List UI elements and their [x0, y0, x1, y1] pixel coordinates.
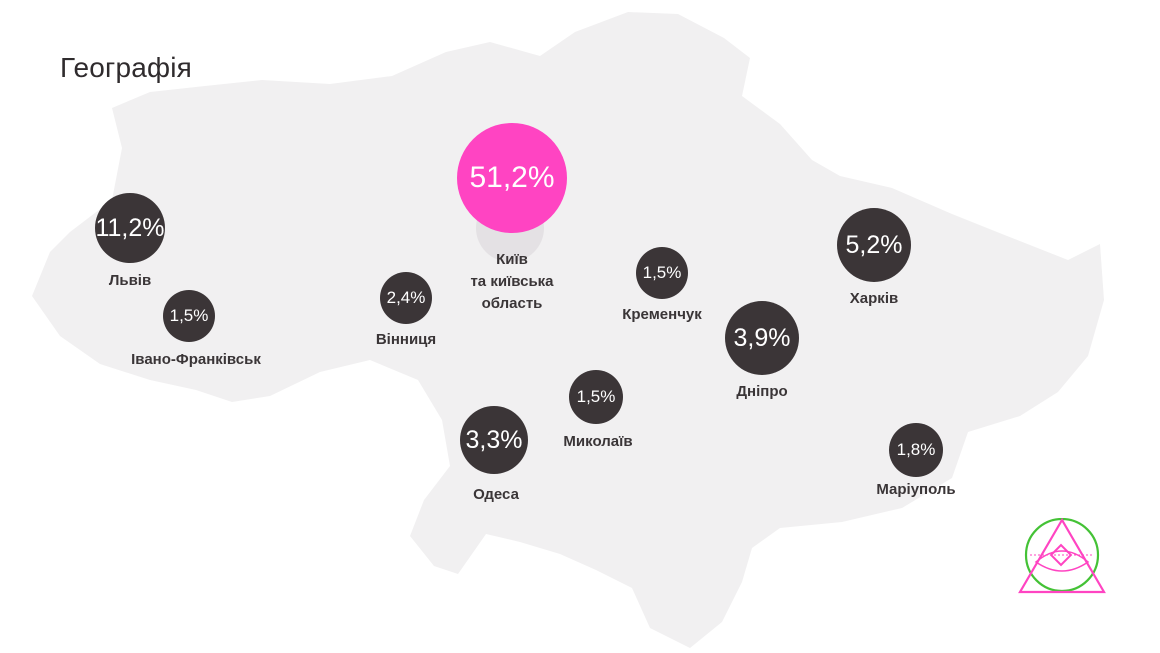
region-label-kharkiv: Харків [850, 288, 898, 310]
region-label-line: Маріуполь [876, 481, 956, 498]
region-label-line: Харків [849, 290, 899, 307]
region-bubble-lviv: 11,2% [95, 193, 165, 263]
region-bubble-dnipro: 3,9% [725, 301, 799, 375]
region-bubble-mariupol: 1,8% [889, 423, 943, 477]
region-label-line: Кременчук [622, 306, 702, 323]
region-label-line: Вінниця [375, 331, 437, 348]
region-label-lviv: Львів [109, 270, 151, 292]
region-label-dnipro: Дніпро [736, 381, 787, 403]
region-label-line: Київ [496, 251, 528, 268]
region-bubble-vinnytsia: 2,4% [380, 272, 432, 324]
region-label-line: та київська [470, 273, 554, 290]
region-label-mariupol: Маріуполь [876, 479, 955, 501]
region-label-kyiv: Київ та київська область [470, 249, 553, 315]
region-label-line: Львів [108, 272, 152, 289]
region-label-line: Одеса [473, 486, 519, 503]
region-label-mykolaiv: Миколаїв [563, 431, 632, 453]
region-label-vinnytsia: Вінниця [376, 329, 436, 351]
ukraine-map-shape [32, 12, 1104, 648]
region-bubble-odesa: 3,3% [460, 406, 528, 474]
page-title: Географія [60, 52, 193, 83]
region-label-line: Івано-Франківськ [131, 351, 261, 368]
region-bubble-mykolaiv: 1,5% [569, 370, 623, 424]
region-bubble-kyiv: 51,2% [457, 123, 567, 233]
region-label-line: область [481, 295, 543, 312]
region-label-line: Дніпро [736, 383, 788, 400]
region-label-ivano-frankivsk: Івано-Франківськ [131, 349, 261, 371]
region-bubble-ivano-frankivsk: 1,5% [163, 290, 215, 342]
region-bubble-kharkiv: 5,2% [837, 208, 911, 282]
region-label-odesa: Одеса [473, 484, 519, 506]
region-label-line: Миколаїв [563, 433, 633, 450]
logo-icon [1018, 518, 1106, 594]
region-label-kremenchuk: Кременчук [622, 304, 702, 326]
region-bubble-kremenchuk: 1,5% [636, 247, 688, 299]
